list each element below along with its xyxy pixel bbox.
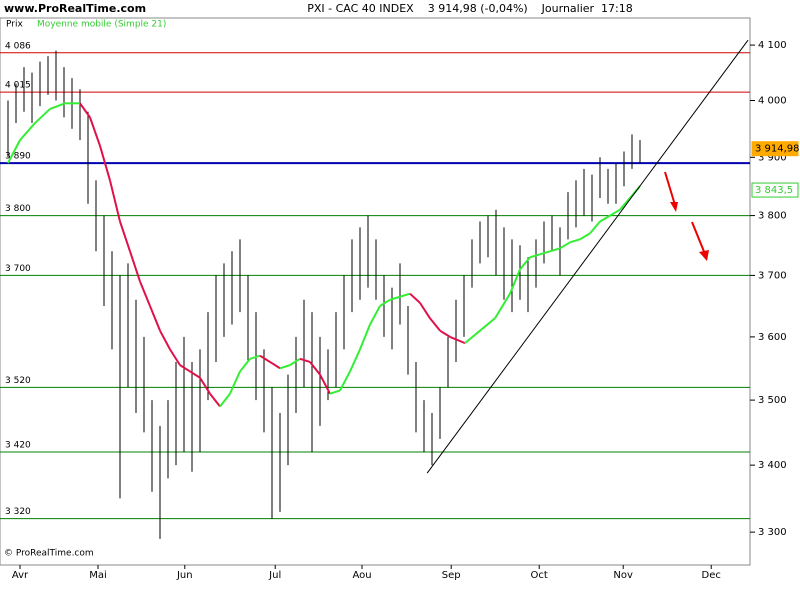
moving-average [339, 370, 351, 391]
moving-average [549, 247, 561, 253]
moving-average [119, 221, 131, 252]
moving-average [569, 238, 581, 244]
moving-average [379, 298, 391, 307]
price-badge [751, 182, 799, 198]
moving-average [349, 348, 361, 372]
moving-average [239, 358, 251, 373]
level-label: 3 520 [5, 376, 31, 386]
moving-average [609, 208, 621, 217]
y-tick-label: 3 900 [758, 152, 787, 163]
moving-average [329, 389, 341, 395]
level-label: 3 700 [5, 264, 31, 274]
moving-average [129, 250, 141, 282]
price-badge-label: 3 843,5 [755, 185, 793, 196]
moving-average [209, 393, 221, 408]
y-tick-label: 3 700 [758, 270, 787, 281]
moving-average [159, 330, 171, 350]
arrow [691, 221, 706, 255]
moving-average [439, 329, 451, 338]
arrow-head [699, 250, 709, 261]
moving-average [579, 232, 591, 241]
moving-average [79, 102, 91, 118]
moving-average [199, 377, 211, 395]
level-label: 3 890 [5, 152, 31, 162]
arrow-head [670, 202, 678, 212]
site-name: www.ProRealTime.com [4, 2, 146, 15]
moving-average [599, 214, 611, 223]
moving-average [389, 295, 401, 301]
x-tick-label: Aou [352, 570, 371, 581]
y-tick-label: 4 100 [758, 40, 787, 51]
level-label: 3 800 [5, 204, 31, 214]
x-tick-label: Avr [12, 570, 29, 581]
level-label: 3 320 [5, 507, 31, 517]
x-tick-label: Jun [176, 570, 193, 581]
moving-average [19, 122, 36, 141]
moving-average [179, 364, 191, 373]
trendline [426, 39, 749, 474]
x-tick-label: Mai [89, 570, 107, 581]
moving-average [139, 281, 151, 307]
moving-average [409, 292, 421, 304]
y-tick-label: 3 300 [758, 527, 787, 538]
level-label: 4 015 [5, 81, 31, 91]
moving-average [559, 241, 571, 250]
price-badge [751, 141, 799, 157]
moving-average [529, 253, 541, 259]
y-tick-label: 3 400 [758, 460, 787, 471]
moving-average [299, 357, 311, 363]
legend-entry: Prix [6, 20, 23, 30]
y-tick-label: 3 800 [758, 211, 787, 222]
moving-average [259, 354, 271, 363]
moving-average [399, 292, 411, 298]
chart-title: PXI - CAC 40 INDEX 3 914,98 (-0,04%) Jou… [307, 2, 633, 15]
moving-average [494, 293, 511, 319]
moving-average [99, 145, 111, 181]
moving-average [229, 371, 241, 395]
moving-average [319, 374, 331, 395]
moving-average [189, 370, 201, 379]
level-label: 4 086 [5, 41, 31, 51]
y-tick-label: 4 000 [758, 95, 787, 106]
y-tick-label: 3 600 [758, 332, 787, 343]
moving-average [289, 357, 301, 366]
moving-average [279, 364, 291, 370]
moving-average [34, 108, 51, 124]
moving-average [169, 348, 181, 366]
moving-average [7, 139, 21, 164]
moving-average [269, 361, 281, 370]
x-tick-label: Jul [268, 570, 281, 581]
x-tick-label: Oct [531, 570, 548, 581]
moving-average [89, 117, 101, 147]
arrow [664, 171, 676, 206]
legend-entry: Moyenne mobile (Simple 21) [37, 20, 166, 30]
moving-average [219, 393, 231, 408]
moving-average [619, 197, 631, 211]
moving-average [359, 324, 371, 350]
moving-average [309, 361, 321, 376]
x-tick-label: Nov [613, 570, 633, 581]
moving-average [519, 256, 531, 271]
moving-average [464, 329, 481, 344]
x-tick-label: Sep [442, 570, 461, 581]
moving-average [509, 268, 521, 295]
moving-average [369, 305, 381, 325]
plot-frame [0, 17, 751, 566]
moving-average [49, 102, 66, 110]
moving-average [539, 250, 551, 256]
footer: © ProRealTime.com [4, 549, 94, 559]
moving-average [479, 317, 496, 332]
moving-average [429, 317, 441, 332]
moving-average [589, 220, 601, 235]
moving-average [109, 180, 121, 222]
moving-average [149, 305, 161, 332]
moving-average [249, 354, 261, 360]
moving-average [419, 302, 431, 319]
level-label: 3 420 [5, 440, 31, 450]
price-badge-label: 3 914,98 [755, 144, 800, 155]
y-tick-label: 3 500 [758, 395, 787, 406]
x-tick-label: Dec [702, 570, 721, 581]
moving-average [449, 335, 466, 345]
